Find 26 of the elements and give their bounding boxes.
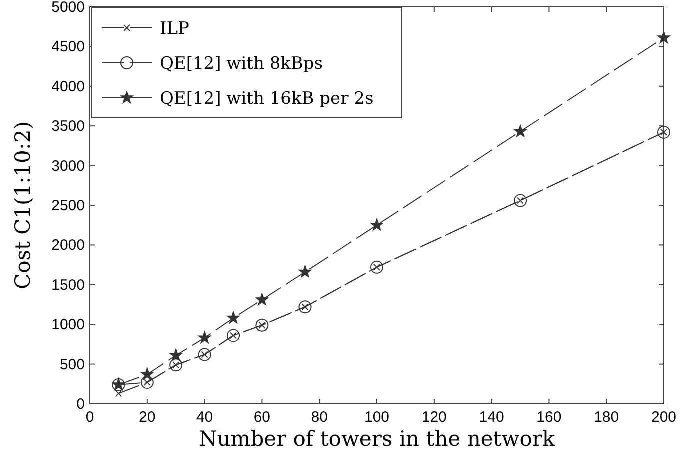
- y-tick-label: 2500: [52, 198, 85, 214]
- x-tick-label: 200: [651, 409, 677, 426]
- y-tick-label: 0: [76, 396, 85, 413]
- y-axis-title: Cost C1(1:10:2): [11, 121, 35, 290]
- x-tick-label: 20: [139, 409, 156, 426]
- x-tick-label: 100: [364, 409, 390, 426]
- y-tick-label: 1500: [52, 276, 85, 294]
- y-tick-label: 4000: [52, 78, 85, 96]
- x-tick-label: 60: [254, 409, 271, 426]
- x-tick-label: 180: [594, 409, 620, 426]
- y-tick-label: 3000: [52, 158, 85, 175]
- legend-label: QE[12] with 16kB per 2s: [160, 89, 374, 109]
- y-tick-label: 1000: [52, 316, 85, 334]
- x-tick-label: 120: [422, 409, 447, 426]
- legend-label: QE[12] with 8kBps: [160, 54, 324, 74]
- x-tick-label: 140: [479, 409, 504, 426]
- x-tick-label: 80: [311, 409, 328, 426]
- y-tick-label: 5000: [52, 0, 85, 16]
- legend-label: ILP: [160, 19, 190, 39]
- y-tick-label: 4500: [52, 38, 85, 56]
- x-tick-label: 160: [536, 409, 562, 426]
- y-tick-label: 500: [60, 356, 85, 374]
- x-axis-title: Number of towers in the network: [198, 427, 556, 451]
- y-tick-label: 2000: [52, 237, 85, 254]
- y-tick-label: 3500: [52, 118, 85, 136]
- x-tick-label: 40: [196, 409, 214, 426]
